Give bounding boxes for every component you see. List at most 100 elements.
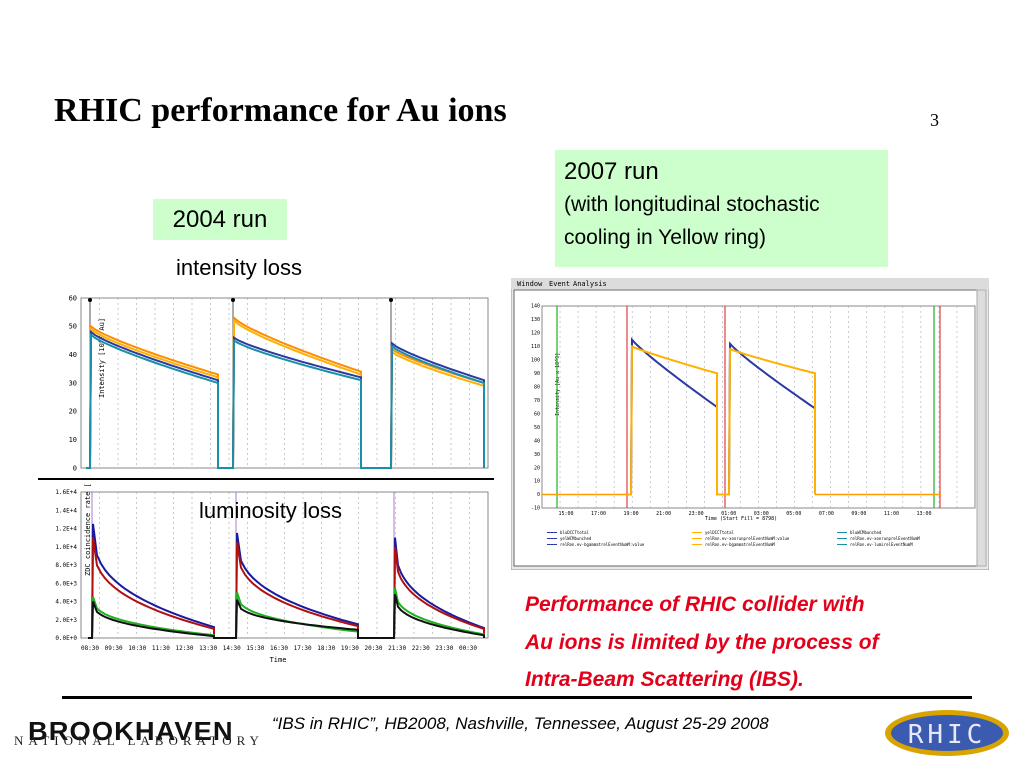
y-tick-label: 0.0E+0 [55,635,77,642]
y-tick-label: 4.0E+3 [55,599,77,606]
x-tick-label: 11:30 [152,645,170,652]
y-tick-label: 90 [534,371,540,377]
y-tick-label: 50 [534,425,540,431]
x-tick-label: 00:30 [459,645,477,652]
y-tick-label: 50 [69,323,77,331]
x-tick-label: 13:30 [199,645,217,652]
x-tick-label: 13:00 [916,511,931,517]
y-tick-label: 40 [69,351,77,359]
series-line-3 [86,332,485,469]
y-tick-label: 2.0E+3 [55,617,77,624]
x-axis-label: Time [270,656,287,664]
store-marker-dot [389,298,393,302]
y-tick-label: 6.0E+3 [55,580,77,587]
legend-entry: relRon.ev-bgammatrelEventNumM:value [560,542,645,547]
y-tick-label: 10 [69,436,77,444]
chart-divider [38,478,494,480]
x-tick-label: 17:00 [591,511,606,517]
store-marker-dot [88,298,92,302]
x-tick-label: 20:30 [364,645,382,652]
x-tick-label: 23:30 [435,645,453,652]
y-tick-label: 30 [534,452,540,458]
run-2007-note-line2: cooling in Yellow ring) [564,226,766,249]
x-tick-label: 14:30 [223,645,241,652]
y-axis-label: Intensity [Au x 10^9] [555,353,561,416]
y-tick-label: 0 [73,464,77,472]
legend-entry: yelDCCTtotal [705,530,734,535]
legend-entry: relRon.ev-xonrunprelEventNumM [850,536,920,541]
y-tick-label: 140 [531,304,540,310]
slide-title: RHIC performance for Au ions [54,92,507,129]
x-tick-label: 15:00 [558,511,573,517]
y-tick-label: 30 [69,379,77,387]
x-tick-label: 17:30 [294,645,312,652]
bnl-logo-bottom: NATIONAL LABORATORY [14,733,264,748]
chart-2004-luminosity: ZDC coincidence rate [Hz] Time 1.6E+4 1.4… [55,484,489,664]
y-tick-label: 60 [534,411,540,417]
y-tick-label: 100 [531,358,540,364]
rhic-logo-disc [891,715,1003,751]
legend-entry: relRon.ev-xonrunprelEventNumM:value [705,536,790,541]
bnl-logo-top: BROOKHAVEN [28,716,234,746]
y-tick-label: 1.0E+4 [55,544,77,551]
legend-entry: yelWCMbunched [560,536,592,541]
x-axis-label: Time (Start Fill = 8798) [705,516,777,522]
menu-event[interactable]: Event [549,280,570,288]
y-tick-label: -10 [531,506,540,512]
luminosity-loss-label: luminosity loss [199,498,343,523]
page-number: 3 [930,110,939,130]
series-line-3 [88,593,485,639]
rhic-logo: RHIC [885,710,1009,756]
y-axis-label: Intensity [10^9 Au] [98,318,106,398]
conclusion-line-2: Au ions is limited by the process of [525,630,879,654]
run-2007-box: 2007 run (with longitudinal stochastic c… [555,150,888,267]
y-tick-label: 80 [534,384,540,390]
y-tick-label: 1.6E+4 [55,489,77,496]
y-tick-label: 70 [534,398,540,404]
legend-entry: bluWCMbunched [850,530,882,535]
y-tick-label: 20 [534,465,540,471]
x-tick-label: 05:00 [786,511,801,517]
y-tick-label: 40 [534,438,540,444]
series-line-1 [627,344,816,496]
menu-analysis[interactable]: Analysis [573,280,607,288]
x-tick-label: 09:30 [105,645,123,652]
y-tick-label: 8.0E+3 [55,562,77,569]
chart-2004-intensity: Intensity [10^9 Au] 60 50 40 30 20 10 0 [69,294,489,472]
x-tick-label: 21:30 [388,645,406,652]
x-tick-label: 18:30 [317,645,335,652]
y-tick-label: 10 [534,479,540,485]
menu-window[interactable]: Window [517,280,543,288]
series-line-0 [88,523,485,639]
legend-entry: bluDCCTtotal [560,530,589,535]
x-tick-label: 12:30 [175,645,193,652]
x-tick-label: 19:30 [341,645,359,652]
y-tick-label: 0 [537,492,540,498]
x-tick-label: 10:30 [128,645,146,652]
legend-entry: relRon.ev-lumirelEventNumM [850,542,913,547]
y-tick-label: 1.4E+4 [55,507,77,514]
y-tick-label: 130 [531,317,540,323]
rhic-logo-text: RHIC [908,720,987,750]
x-tick-label: 03:00 [754,511,769,517]
y-axis-label: ZDC coincidence rate [Hz] [84,484,92,576]
run-2004-label: 2004 run [153,199,287,240]
y-tick-label: 1.2E+4 [55,526,77,533]
intensity-loss-label: intensity loss [176,255,302,280]
x-tick-label: 16:30 [270,645,288,652]
footer-separator [62,696,972,699]
conclusion-text: Performance of RHIC collider with Au ion… [525,586,995,699]
x-tick-label: 11:00 [884,511,899,517]
x-tick-label: 09:00 [851,511,866,517]
series-line-1 [86,318,485,469]
y-tick-label: 110 [531,344,540,350]
footer-citation: “IBS in RHIC”, HB2008, Nashville, Tennes… [272,714,769,733]
conclusion-line-3: Intra-Beam Scattering (IBS). [525,668,804,691]
y-tick-label: 20 [69,408,77,416]
x-tick-label: 21:00 [656,511,671,517]
store-marker-dot [231,298,235,302]
x-tick-label: 01:00 [721,511,736,517]
window-scrollbar[interactable] [976,289,987,567]
chart-2007-window: Window Event Analysis Intensity [Au x 10… [511,278,989,570]
conclusion-line-1: Performance of RHIC collider with [525,593,865,616]
